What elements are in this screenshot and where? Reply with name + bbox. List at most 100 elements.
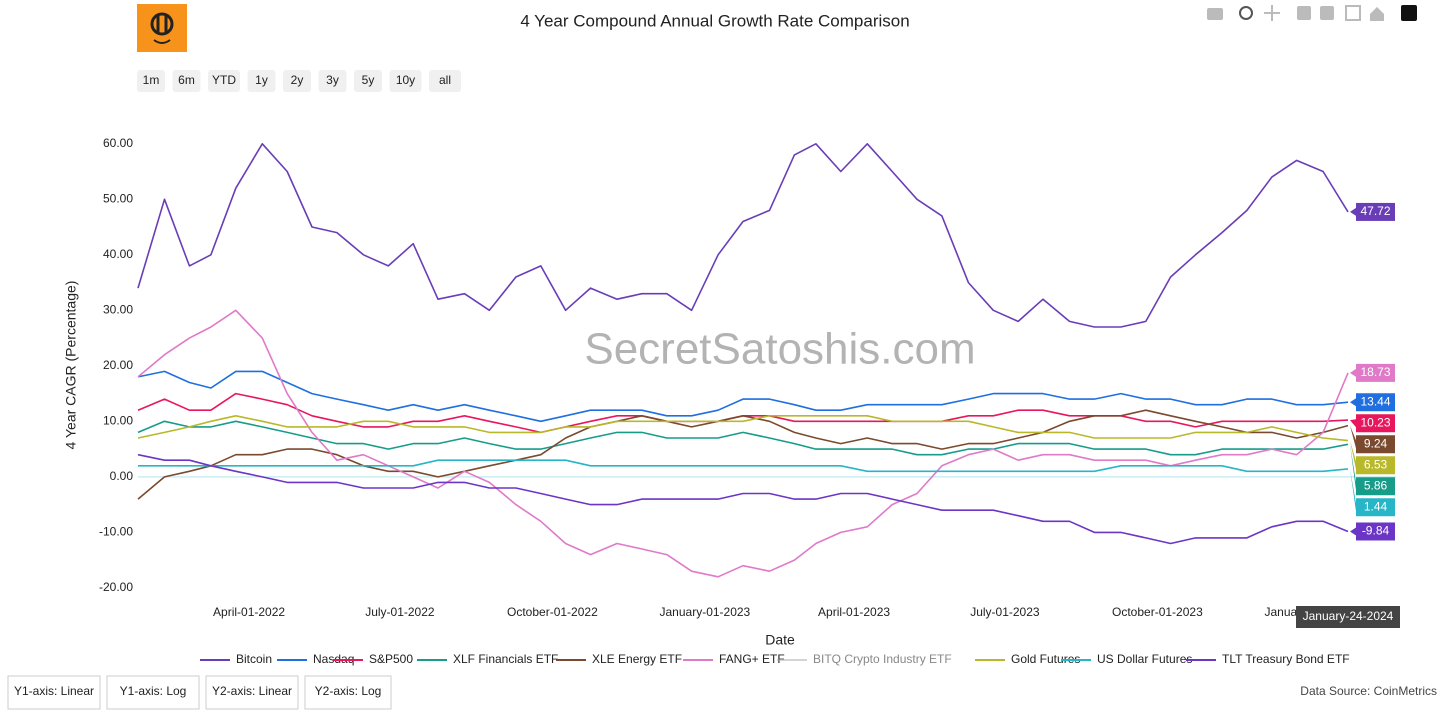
- camera-icon[interactable]: [1207, 8, 1223, 20]
- y-tick-label: 10.00: [103, 414, 133, 428]
- end-label: 47.72: [1360, 204, 1390, 218]
- end-label: -9.84: [1362, 524, 1390, 538]
- toolbar: [1207, 5, 1417, 21]
- end-label: 5.86: [1364, 478, 1388, 492]
- range-button-label: 5y: [362, 73, 375, 87]
- y-tick-label: -20.00: [99, 580, 133, 594]
- range-button[interactable]: [354, 70, 382, 92]
- range-button-label: 1y: [255, 73, 268, 87]
- end-label-pointer: [1350, 368, 1356, 377]
- range-button[interactable]: [429, 70, 461, 92]
- chart-title: 4 Year Compound Annual Growth Rate Compa…: [520, 11, 909, 30]
- range-button[interactable]: [283, 70, 311, 92]
- x-tick-label: July-01-2022: [365, 605, 435, 619]
- y-tick-label: 40.00: [103, 247, 133, 261]
- series-line: [137, 420, 1349, 456]
- axis-tab-label: Y1-axis: Linear: [14, 684, 94, 698]
- end-label: 9.24: [1364, 436, 1388, 450]
- zoom-out-icon[interactable]: [1320, 6, 1334, 20]
- reset-icon[interactable]: [1370, 7, 1384, 21]
- end-label-box: [1356, 363, 1395, 382]
- range-button-label: 10y: [396, 73, 415, 87]
- range-button-label: 3y: [326, 73, 339, 87]
- axis-tab-label: Y2-axis: Log: [315, 684, 382, 698]
- series-line: [137, 453, 1349, 545]
- y-tick-label: 50.00: [103, 191, 133, 205]
- range-button[interactable]: [172, 70, 201, 92]
- end-label-pointer: [1350, 468, 1356, 512]
- x-tick-label: January-01-2023: [660, 605, 751, 619]
- end-label-pointer: [1350, 398, 1356, 407]
- axis-tab[interactable]: [106, 675, 200, 710]
- end-label-pointer: [1350, 444, 1356, 491]
- watermark: SecretSatoshis.com: [584, 325, 975, 374]
- y-tick-label: 20.00: [103, 358, 133, 372]
- legend-label[interactable]: S&P500: [369, 652, 413, 666]
- range-button[interactable]: [247, 70, 276, 92]
- y-axis-title: 4 Year CAGR (Percentage): [63, 281, 79, 450]
- legend-label[interactable]: BITQ Crypto Industry ETF: [813, 652, 952, 666]
- end-label-box: [1356, 477, 1395, 496]
- x-tick-label: October-01-2022: [507, 605, 598, 619]
- legend-label[interactable]: XLF Financials ETF: [453, 652, 558, 666]
- zoom-in-icon[interactable]: [1297, 6, 1311, 20]
- end-label-box: [1356, 414, 1395, 433]
- y-tick-label: 60.00: [103, 136, 133, 150]
- legend-label[interactable]: US Dollar Futures: [1097, 652, 1192, 666]
- series-line: [137, 409, 1349, 500]
- range-button[interactable]: [137, 70, 165, 92]
- range-button[interactable]: [208, 70, 240, 92]
- axis-tab[interactable]: [304, 675, 392, 710]
- data-source: Data Source: CoinMetrics: [1300, 684, 1437, 698]
- end-label-pointer: [1350, 527, 1356, 536]
- end-label-box: [1356, 522, 1395, 541]
- range-button-label: 1m: [143, 73, 160, 87]
- legend-label[interactable]: Bitcoin: [236, 652, 272, 666]
- x-tick-label: July-01-2023: [970, 605, 1040, 619]
- x-tick-label: October-01-2023: [1112, 605, 1203, 619]
- hover-box: [1296, 606, 1400, 628]
- range-button-label: YTD: [212, 73, 236, 87]
- axis-tab-label: Y2-axis: Linear: [212, 684, 292, 698]
- logo-icon[interactable]: [1401, 5, 1417, 21]
- end-label: 1.44: [1364, 499, 1388, 513]
- x-tick-label: April-01-2022: [213, 605, 285, 619]
- y-tick-label: -10.00: [99, 525, 133, 539]
- end-label-pointer: [1350, 440, 1356, 470]
- end-label: 6.53: [1364, 457, 1388, 471]
- legend-label[interactable]: FANG+ ETF: [719, 652, 785, 666]
- range-button[interactable]: [389, 70, 422, 92]
- range-button-label: 6m: [178, 73, 195, 87]
- autoscale-icon[interactable]: [1345, 5, 1361, 21]
- hover-label: January-24-2024: [1303, 609, 1394, 623]
- range-button-label: all: [439, 73, 451, 87]
- axis-tab[interactable]: [205, 675, 299, 710]
- y-tick-label: 0.00: [110, 469, 134, 483]
- x-axis-title: Date: [765, 632, 795, 648]
- range-button[interactable]: [318, 70, 347, 92]
- end-label: 13.44: [1360, 394, 1390, 408]
- end-label-pointer: [1350, 425, 1356, 449]
- series-line: [137, 415, 1349, 442]
- series-line: [137, 143, 1349, 328]
- axis-tab[interactable]: [7, 675, 101, 710]
- end-label-box: [1356, 202, 1395, 221]
- end-label-box: [1356, 498, 1395, 517]
- zoom-icon[interactable]: [1239, 6, 1253, 20]
- logo: [137, 4, 187, 52]
- series-line: [138, 459, 1349, 473]
- series-line: [137, 370, 1349, 423]
- end-label: 10.23: [1360, 415, 1390, 429]
- range-button-label: 2y: [291, 73, 304, 87]
- x-tick-label: April-01-2023: [818, 605, 890, 619]
- end-label-pointer: [1350, 419, 1356, 428]
- end-label-box: [1356, 456, 1395, 475]
- legend-label[interactable]: XLE Energy ETF: [592, 652, 682, 666]
- legend-label[interactable]: Gold Futures: [1011, 652, 1080, 666]
- end-label-box: [1356, 393, 1395, 412]
- series-line: [137, 309, 1349, 578]
- pan-icon[interactable]: [1264, 5, 1280, 21]
- end-label: 18.73: [1360, 365, 1390, 379]
- legend-label[interactable]: TLT Treasury Bond ETF: [1222, 652, 1350, 666]
